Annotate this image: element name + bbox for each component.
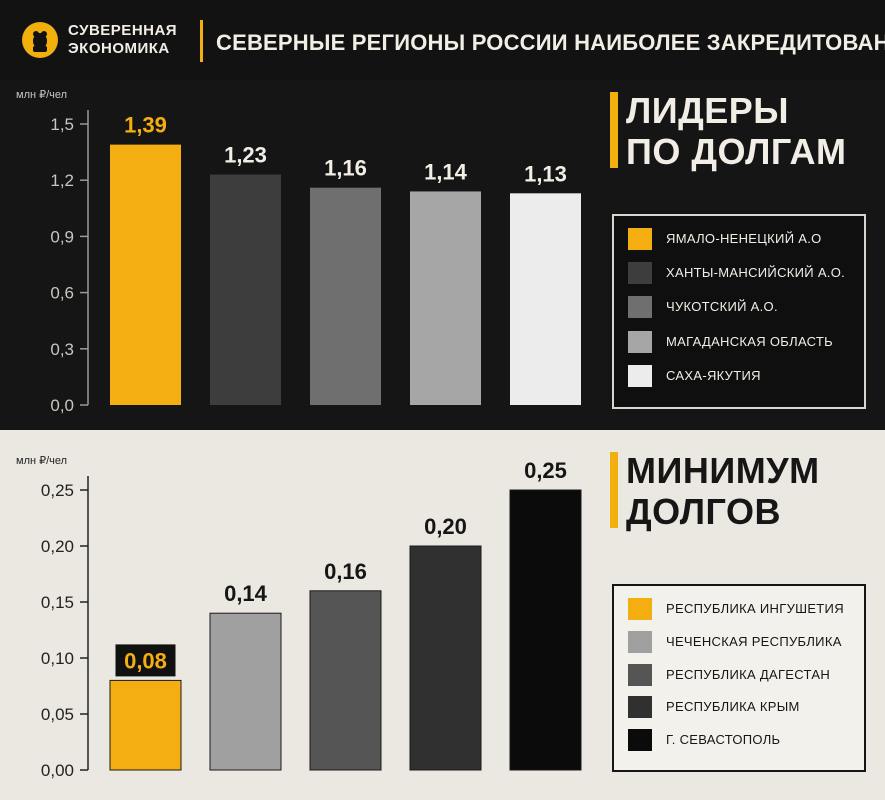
top-y-tick-label: 0,0 [50, 396, 74, 415]
bottom-title-line1: МИНИМУМ [626, 450, 820, 491]
bottom-chart-panel: млн ₽/чел 0,00 0,05 0,10 0,15 0,20 0,25 0,08 0,1… [0, 430, 885, 800]
bottom-bar [509, 489, 582, 771]
top-title-line2: ПО ДОЛГАМ [626, 131, 847, 172]
top-y-tick-label: 0,6 [50, 284, 74, 303]
bottom-bar [209, 612, 282, 771]
top-value-label: 1,13 [524, 161, 567, 186]
bottom-bar [309, 590, 382, 771]
top-legend-swatch [628, 262, 652, 285]
top-value-label: 1,23 [224, 143, 267, 168]
bottom-legend-swatch [628, 630, 652, 653]
top-legend-label: ЯМАЛО-НЕНЕЦКИЙ А.О [666, 231, 822, 246]
top-bar [410, 191, 481, 405]
bottom-value-label: 0,16 [324, 559, 367, 584]
top-value-label: 1,14 [424, 159, 468, 184]
bottom-legend-label: РЕСПУБЛИКА ИНГУШЕТИЯ [666, 601, 844, 616]
top-legend-swatch [628, 330, 652, 353]
bottom-legend-label: Г. СЕВАСТОПОЛЬ [666, 732, 781, 748]
top-bar [310, 187, 381, 405]
bear-logo-icon [22, 22, 58, 58]
top-legend-label: МАГАДАНСКАЯ ОБЛАСТЬ [666, 333, 833, 349]
bottom-legend-label: РЕСПУБЛИКА КРЫМ [666, 699, 800, 715]
top-y-tick-label: 1,5 [50, 115, 74, 134]
bottom-y-tick-label: 0,00 [41, 761, 74, 780]
top-chart-panel: млн ₽/чел 0,0 0,3 0,6 0,9 1,2 1,5 1,39 1,23 1,16 1… [0, 80, 885, 430]
top-value-label: 1,16 [324, 156, 367, 181]
top-y-tick-label: 0,9 [50, 227, 74, 246]
bottom-bar [409, 545, 482, 771]
bottom-legend-swatch [628, 663, 652, 686]
top-bar [210, 174, 281, 405]
logo-text-line1: СУВЕРЕННАЯ [68, 22, 178, 39]
bottom-y-tick-label: 0,25 [41, 481, 74, 500]
bottom-legend-label: РЕСПУБЛИКА ДАГЕСТАН [666, 666, 831, 682]
bottom-chart-legend: РЕСПУБЛИКА ИНГУШЕТИЯ ЧЕЧЕНСКАЯ РЕСПУБЛИКА… [612, 584, 866, 772]
bottom-value-label: 0,14 [224, 581, 268, 606]
bottom-value-label: 0,20 [424, 514, 467, 539]
bottom-value-label: 0,25 [524, 458, 567, 483]
bottom-legend-swatch [628, 598, 652, 620]
bottom-title-accent-bar [610, 452, 618, 528]
top-legend-label: ЧУКОТСКИЙ А.О. [666, 299, 778, 315]
bottom-y-tick-label: 0,20 [41, 537, 74, 556]
top-legend-swatch [628, 228, 652, 250]
bottom-value-label-box [115, 644, 176, 677]
top-bar-chart: млн ₽/чел 0,0 0,3 0,6 0,9 1,2 1,5 1,39 1,23 1,16 1… [16, 89, 581, 415]
top-y-tick-label: 1,2 [50, 171, 74, 190]
top-title-line1: ЛИДЕРЫ [626, 90, 790, 131]
bottom-bar-chart: млн ₽/чел 0,00 0,05 0,10 0,15 0,20 0,25 0,08 0,1… [16, 455, 582, 780]
logo-text-line2: ЭКОНОМИКА [68, 40, 170, 57]
bottom-legend-label: ЧЕЧЕНСКАЯ РЕСПУБЛИКА [666, 633, 842, 649]
top-chart-legend: ЯМАЛО-НЕНЕЦКИЙ А.О ХАНТЫ-МАНСИЙСКИЙ А.О. Ч… [612, 214, 866, 409]
bottom-bar [109, 679, 182, 771]
bottom-chart-title: МИНИМУМ ДОЛГОВ [626, 450, 820, 532]
bottom-title-line2: ДОЛГОВ [626, 491, 781, 532]
top-title-accent-bar [610, 92, 618, 168]
header-divider [200, 20, 203, 62]
bottom-legend-swatch [628, 729, 652, 752]
bottom-y-tick-label: 0,05 [41, 705, 74, 724]
bottom-legend-swatch [628, 696, 652, 719]
page-title: СЕВЕРНЫЕ РЕГИОНЫ РОССИИ НАИБОЛЕЕ ЗАКРЕДИ… [216, 30, 885, 55]
top-legend-swatch [628, 364, 652, 387]
top-legend-label: САХА-ЯКУТИЯ [666, 367, 761, 383]
top-legend-label: ХАНТЫ-МАНСИЙСКИЙ А.О. [666, 265, 846, 281]
top-bar [510, 193, 581, 405]
bottom-y-tick-label: 0,15 [41, 593, 74, 612]
top-value-label: 1,39 [124, 113, 167, 138]
top-legend-swatch [628, 296, 652, 319]
top-chart-title: ЛИДЕРЫ ПО ДОЛГАМ [626, 90, 847, 172]
top-y-axis-label: млн ₽/чел [16, 89, 67, 101]
bottom-y-tick-label: 0,10 [41, 649, 74, 668]
bottom-value-label: 0,08 [124, 648, 167, 673]
bottom-y-axis-label: млн ₽/чел [16, 455, 67, 467]
top-y-tick-label: 0,3 [50, 340, 74, 359]
header-bar: СУВЕРЕННАЯ ЭКОНОМИКА СЕВЕРНЫЕ РЕГИОНЫ РО… [0, 0, 885, 80]
top-bar [110, 144, 181, 405]
